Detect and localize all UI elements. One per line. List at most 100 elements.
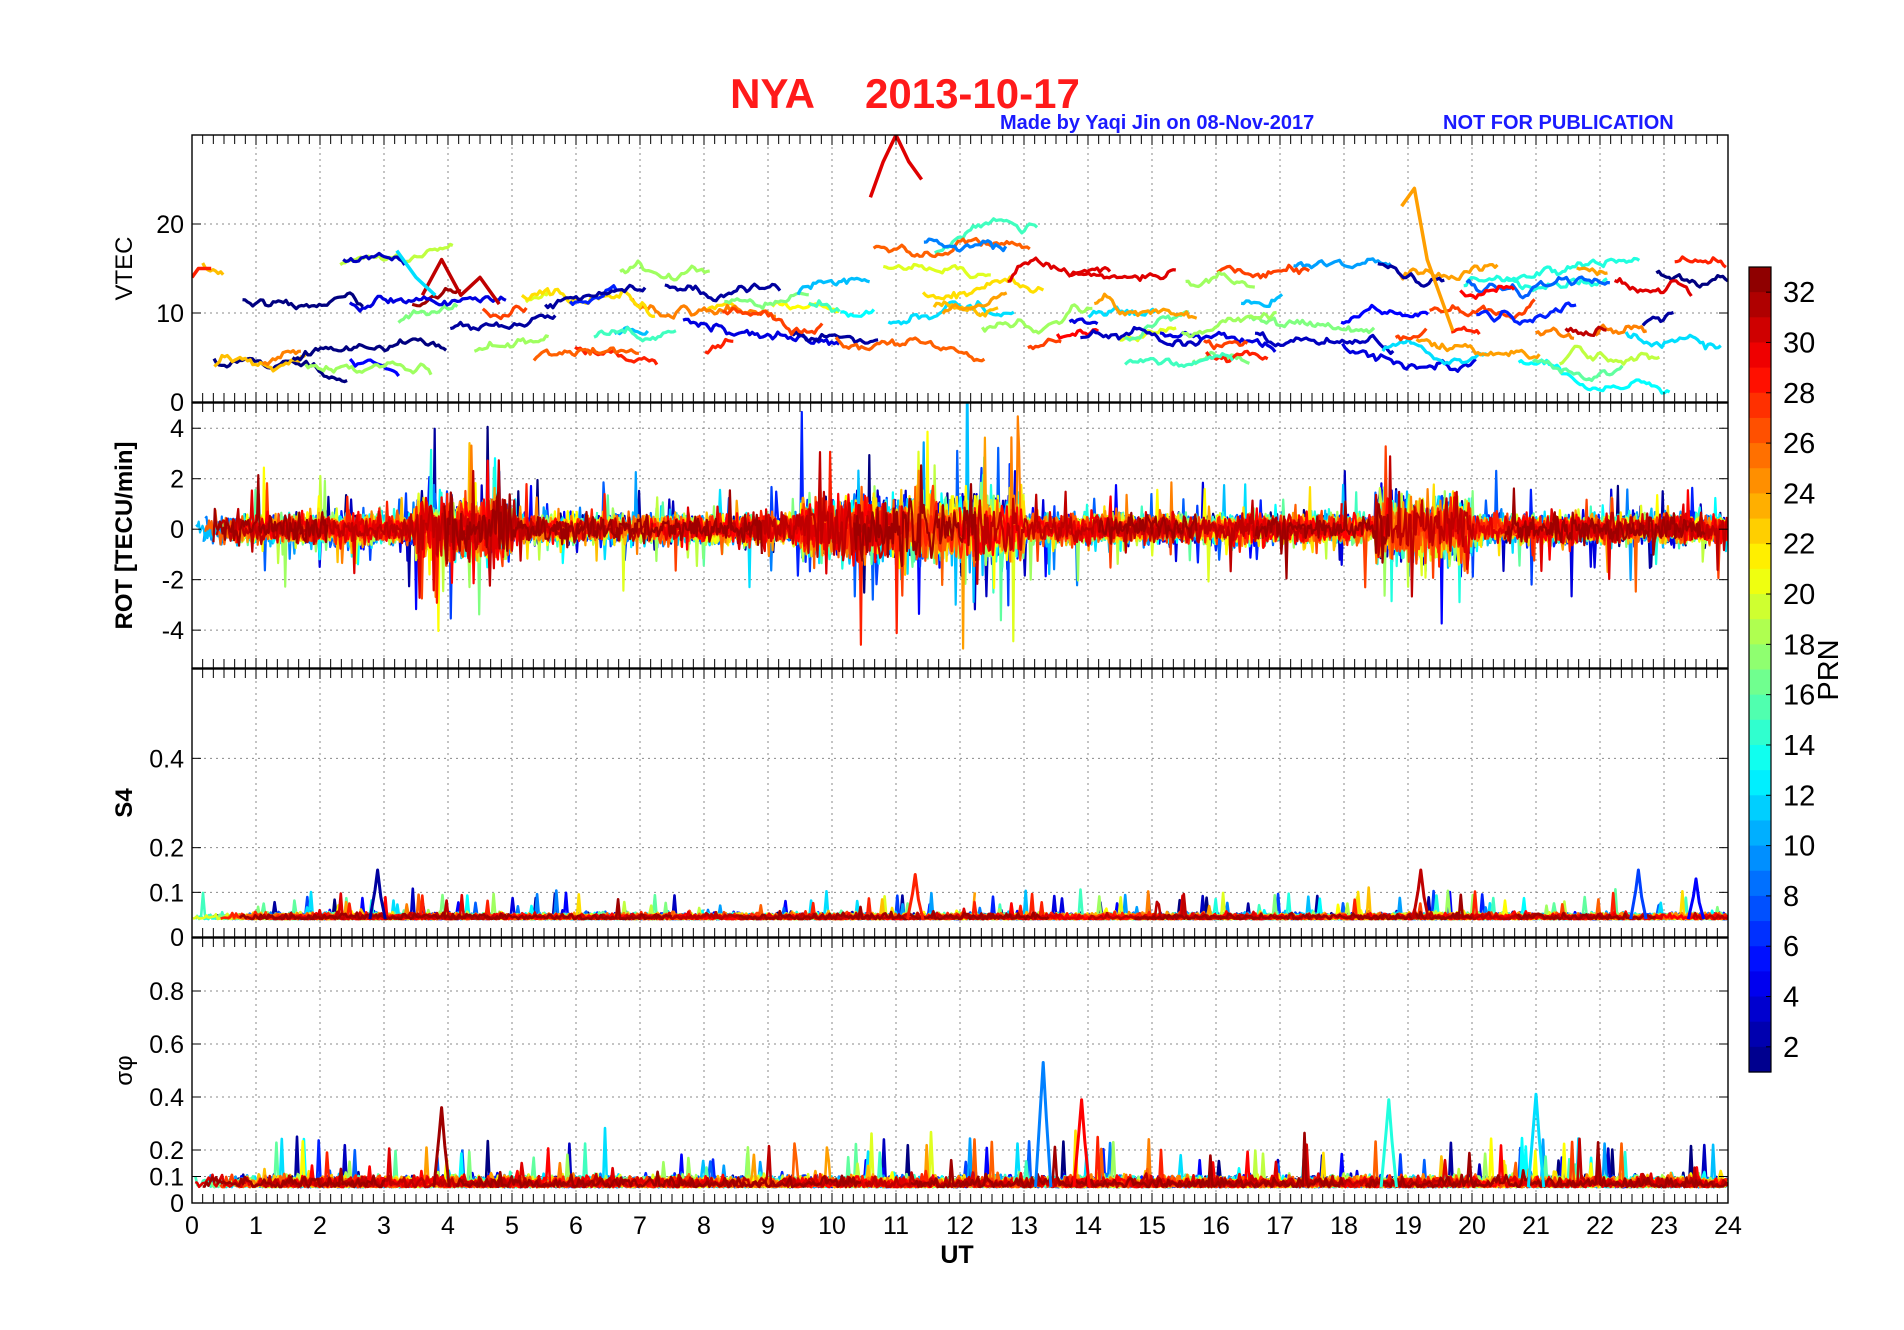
- y-axis-label: S4: [111, 788, 138, 818]
- colorbar-cell: [1749, 267, 1771, 293]
- series-line: [1691, 911, 1728, 921]
- peak-line: [1411, 868, 1430, 920]
- series-line: [238, 898, 673, 921]
- series-line: [1394, 327, 1428, 342]
- x-tick-label: 18: [1330, 1212, 1358, 1240]
- x-tick-label: 24: [1714, 1212, 1742, 1240]
- series-line: [192, 266, 212, 279]
- x-tick-label: 14: [1074, 1212, 1102, 1240]
- series-line: [1558, 344, 1661, 366]
- series-line: [682, 317, 841, 346]
- series-line: [1532, 358, 1624, 383]
- colorbar-cell: [1749, 895, 1771, 922]
- colorbar-tick-label: 32: [1783, 277, 1815, 309]
- colorbar-tick-label: 20: [1783, 579, 1815, 611]
- series-line: [449, 313, 557, 332]
- peak-line: [1379, 1098, 1398, 1188]
- series-line: [1067, 268, 1176, 282]
- series-line: [1505, 256, 1641, 282]
- colorbar-cell: [1749, 568, 1771, 595]
- x-tick-label: 10: [818, 1212, 846, 1240]
- peak-line: [432, 1106, 451, 1188]
- x-tick-label: 20: [1458, 1212, 1486, 1240]
- series-line: [739, 905, 1050, 921]
- series-group: [195, 403, 1728, 650]
- series-line: [212, 474, 329, 547]
- series-line: [872, 236, 1031, 259]
- y-tick-label: 0: [170, 389, 184, 417]
- y-tick-label: 0.2: [149, 1137, 184, 1165]
- y-tick-label: 0: [170, 516, 184, 544]
- series-line: [923, 237, 1008, 253]
- series-line: [1589, 511, 1728, 572]
- series-group: [194, 1061, 1728, 1189]
- series-line: [629, 297, 777, 320]
- colorbar-cell: [1749, 518, 1771, 545]
- series-line: [455, 1170, 862, 1189]
- series-line: [1534, 326, 1575, 340]
- series-line: [473, 334, 550, 353]
- series-line: [1068, 317, 1099, 326]
- series-group: [192, 868, 1728, 921]
- series-line: [1254, 500, 1390, 580]
- x-tick-label: 8: [697, 1212, 711, 1240]
- series-line: [1293, 257, 1392, 270]
- series-line: [291, 337, 448, 362]
- x-tick-label: 7: [633, 1212, 647, 1240]
- y-tick-label: 0.1: [149, 879, 184, 907]
- colorbar-cell: [1749, 493, 1771, 520]
- colorbar-cell: [1749, 1046, 1771, 1073]
- x-axis: 0 1 2 3 4 5 6 7 8 9 10 11 12 13 14 15 16 17 18 19 20 21 22 23 24: [185, 1212, 1742, 1240]
- series-line: [1119, 326, 1177, 343]
- series-line: [1674, 255, 1727, 269]
- series-line: [1476, 301, 1577, 326]
- series-line: [887, 300, 1015, 326]
- colorbar-cell: [1749, 669, 1771, 696]
- x-tick-label: 13: [1010, 1212, 1038, 1240]
- colorbar-cell: [1749, 317, 1771, 344]
- panel-rot: -4 -2 0 2 4 ROT [TECU/min]: [111, 402, 1729, 669]
- series-line: [882, 262, 991, 280]
- series-line: [1341, 342, 1477, 373]
- series-line: [1240, 293, 1284, 308]
- peak-line: [368, 868, 387, 920]
- colorbar-cell: [1749, 694, 1771, 721]
- series-line: [395, 249, 437, 297]
- series-line: [1203, 339, 1249, 351]
- series-line: [1398, 263, 1499, 281]
- series-line: [1594, 323, 1648, 337]
- series-line: [771, 300, 839, 314]
- series-line: [1205, 349, 1269, 364]
- series-line: [722, 306, 824, 336]
- series-line: [664, 282, 782, 303]
- x-tick-label: 17: [1266, 1212, 1294, 1240]
- y-tick-label: 0.4: [149, 745, 184, 773]
- series-line: [1613, 277, 1693, 297]
- colorbar-cell: [1749, 468, 1771, 495]
- colorbar-tick-label: 6: [1783, 931, 1799, 963]
- x-tick-label: 12: [946, 1212, 974, 1240]
- colorbar-label: PRN: [1813, 639, 1845, 700]
- series-line: [980, 303, 1093, 335]
- series-line: [853, 464, 978, 568]
- peak-line: [1629, 868, 1648, 920]
- series-line: [1624, 331, 1722, 351]
- y-tick-label: -4: [162, 617, 184, 645]
- series-line: [348, 294, 507, 313]
- series-line: [1503, 487, 1706, 556]
- colorbar-tick-label: 2: [1783, 1032, 1799, 1064]
- colorbar-cell: [1749, 1021, 1771, 1048]
- colorbar-tick-label: 22: [1783, 529, 1815, 561]
- series-line: [1159, 330, 1277, 353]
- series-line: [1247, 315, 1376, 335]
- series-line: [443, 489, 763, 565]
- series-line: [1463, 274, 1608, 293]
- x-tick-label: 2: [313, 1212, 327, 1240]
- series-line: [796, 276, 871, 296]
- series-line: [593, 326, 677, 343]
- y-tick-label: 0.8: [149, 978, 184, 1006]
- series-line: [544, 283, 647, 310]
- colorbar-tick-label: 4: [1783, 982, 1799, 1014]
